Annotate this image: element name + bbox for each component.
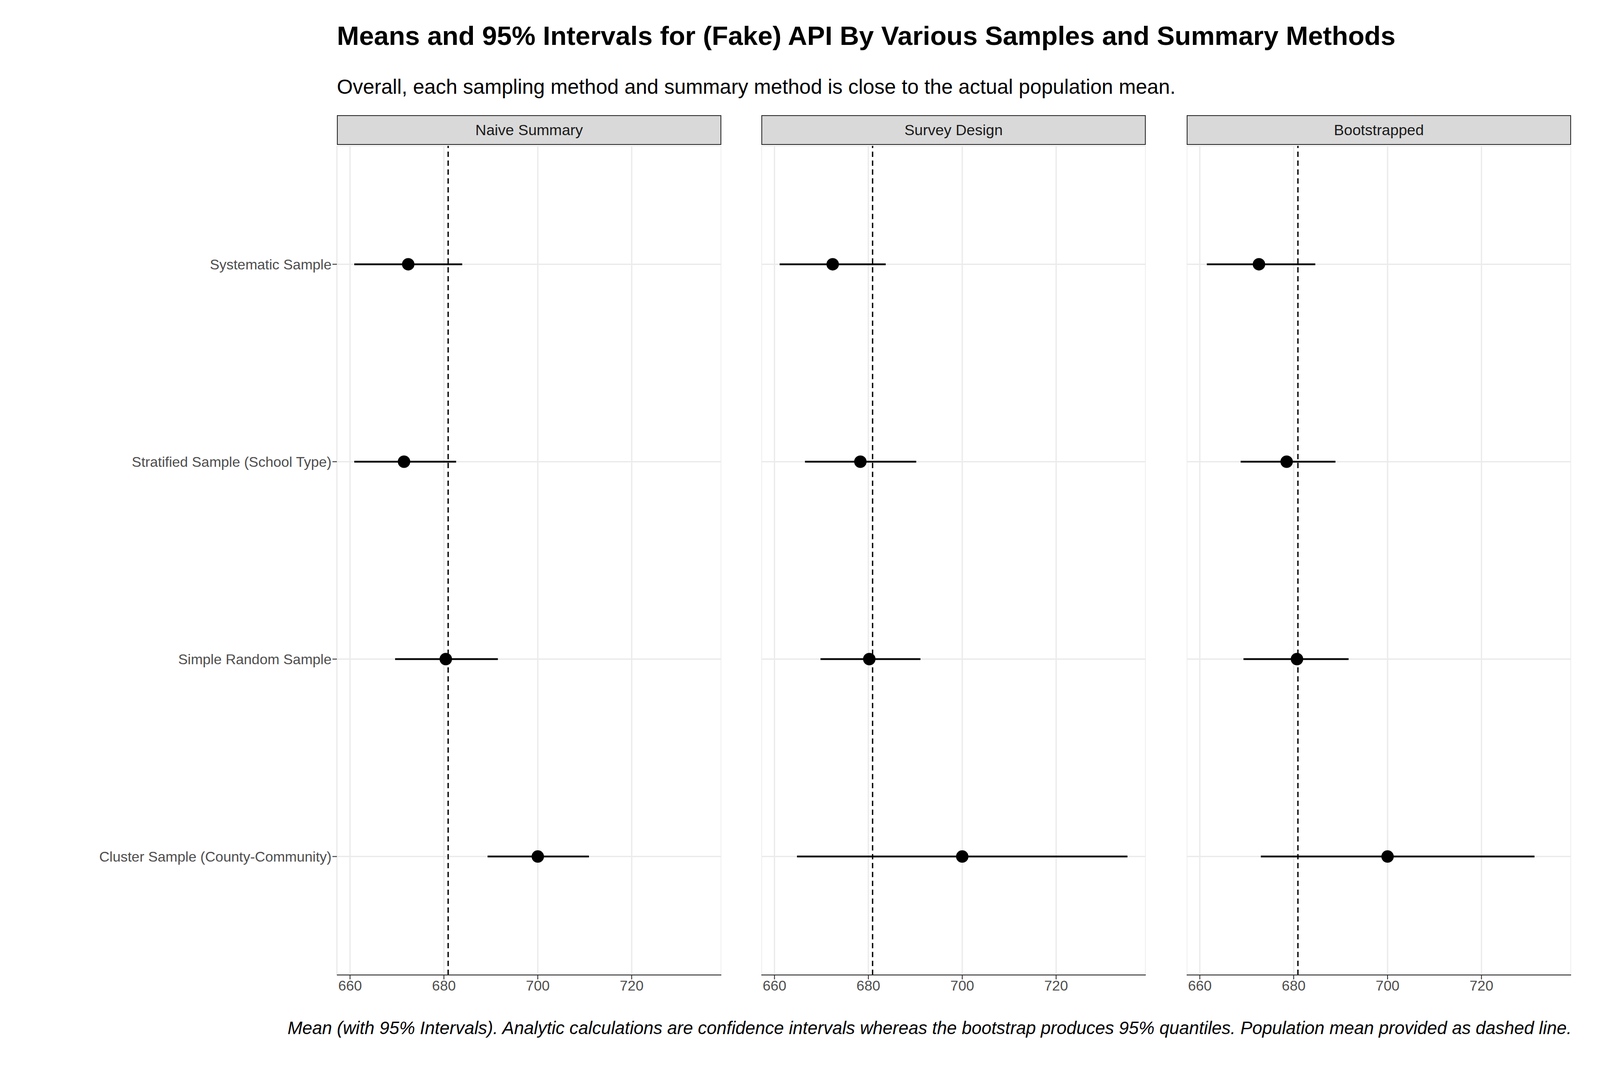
- svg-text:Simple Random Sample: Simple Random Sample: [178, 651, 332, 668]
- svg-text:700: 700: [525, 977, 550, 994]
- html-text:Overall, each sampling method: Overall, each sampling method and summar…: [336, 75, 1176, 99]
- svg-text:660: 660: [1188, 977, 1212, 994]
- svg-text:660: 660: [762, 977, 787, 994]
- html-text:Bootstrapped: Bootstrapped: [1333, 121, 1424, 139]
- svg-text:660: 660: [338, 977, 362, 994]
- svg-text:Systematic Sample: Systematic Sample: [209, 256, 332, 273]
- svg-text:720: 720: [1044, 977, 1068, 994]
- svg-text:720: 720: [1469, 977, 1494, 994]
- svg-text:700: 700: [950, 977, 974, 994]
- svg-text:Cluster Sample (County-Communi: Cluster Sample (County-Community): [99, 848, 332, 865]
- svg-text:700: 700: [1375, 977, 1400, 994]
- svg-text:680: 680: [856, 977, 880, 994]
- svg-text:Stratified Sample (School Type: Stratified Sample (School Type): [132, 453, 332, 470]
- html-text:Naive Summary: Naive Summary: [475, 121, 583, 139]
- svg-text:720: 720: [620, 977, 644, 994]
- svg-text:680: 680: [1281, 977, 1306, 994]
- html-text:Mean (with 95% Intervals). Ana: Mean (with 95% Intervals). Analytic calc…: [287, 1017, 1572, 1038]
- svg-text:680: 680: [432, 977, 456, 994]
- html-text:Means and 95% Intervals for (F: Means and 95% Intervals for (Fake) API B…: [336, 20, 1396, 51]
- html-text:Survey Design: Survey Design: [904, 121, 1003, 139]
